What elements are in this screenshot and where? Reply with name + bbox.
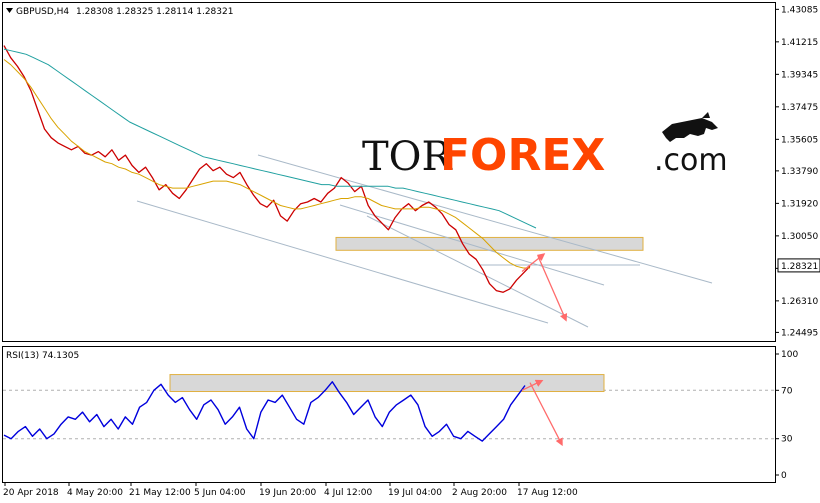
rsi-line <box>3 381 526 442</box>
rsi-label: RSI(13) 74.1305 <box>6 351 79 361</box>
torforex-logo: TOR FOREX .com <box>362 112 728 181</box>
price-tick-label: 1.30050 <box>781 232 818 242</box>
time-tick-label: 4 May 20:00 <box>67 488 123 498</box>
price-tick-label: 1.24495 <box>781 328 818 338</box>
symbol-triangle-icon <box>6 8 13 13</box>
logo-text-tor: TOR <box>362 134 453 180</box>
logo-text-com: .com <box>654 143 728 178</box>
trend-line-mid-1 <box>339 204 605 286</box>
trend-lines <box>136 154 713 328</box>
current-price-marker: 1.28321 <box>777 258 820 273</box>
forecast-arrow-up <box>521 253 546 272</box>
price-tick-label: 1.31920 <box>781 199 818 209</box>
time-tick-label: 17 Aug 12:00 <box>517 488 578 498</box>
rsi-tick-label: 70 <box>781 386 793 396</box>
rsi-tick-label: 100 <box>781 350 798 360</box>
price-tick-label: 1.37475 <box>781 103 818 113</box>
bull-icon <box>662 112 718 142</box>
time-tick-label: 4 Jul 12:00 <box>324 488 373 498</box>
current-price-label: 1.28321 <box>781 262 818 272</box>
resistance-zone <box>335 236 644 251</box>
price-tick-label: 1.43085 <box>781 5 818 15</box>
series-line-2 <box>3 48 537 229</box>
rsi-tick-label: 0 <box>781 471 787 481</box>
price-tick-label: 1.33790 <box>781 167 818 177</box>
series-line-1 <box>3 59 530 269</box>
symbol-label: GBPUSD,H4 <box>16 7 69 17</box>
price-tick-label: 1.41215 <box>781 38 818 48</box>
trend-line-upper <box>257 154 713 284</box>
rsi-overbought-zone <box>169 374 605 393</box>
price-tick-label: 1.35605 <box>781 135 818 145</box>
logo-text-forex: FOREX <box>440 130 605 181</box>
forecast-arrow-down <box>537 255 568 322</box>
price-series-group <box>3 45 537 293</box>
time-tick-label: 20 Apr 2018 <box>3 488 59 498</box>
trend-line-lower <box>136 200 549 324</box>
current-price-box <box>777 258 820 273</box>
price-axis: 1.43085 1.41215 1.39345 1.37475 1.35605 1.337… <box>775 5 818 338</box>
price-tick-label: 1.39345 <box>781 70 818 80</box>
forecast-arrows <box>521 253 568 447</box>
time-tick-label: 5 Jun 04:00 <box>194 488 246 498</box>
rsi-tick-label: 30 <box>781 435 793 445</box>
time-tick-label: 19 Jul 04:00 <box>388 488 442 498</box>
price-tick-label: 1.26310 <box>781 297 818 307</box>
time-axis: 20 Apr 2018 4 May 20:00 21 May 12:00 5 Jun … <box>3 482 578 498</box>
rsi-series-group <box>3 381 526 442</box>
time-tick-label: 19 Jun 20:00 <box>259 488 316 498</box>
time-tick-label: 21 May 12:00 <box>129 488 191 498</box>
trend-line-mid-2 <box>366 215 589 328</box>
rsi-axis: 100 70 30 0 <box>775 350 798 481</box>
rsi-arrow-down <box>529 382 563 447</box>
time-tick-label: 2 Aug 20:00 <box>452 488 507 498</box>
ohlc-label: 1.28308 1.28325 1.28114 1.28321 <box>76 7 233 17</box>
